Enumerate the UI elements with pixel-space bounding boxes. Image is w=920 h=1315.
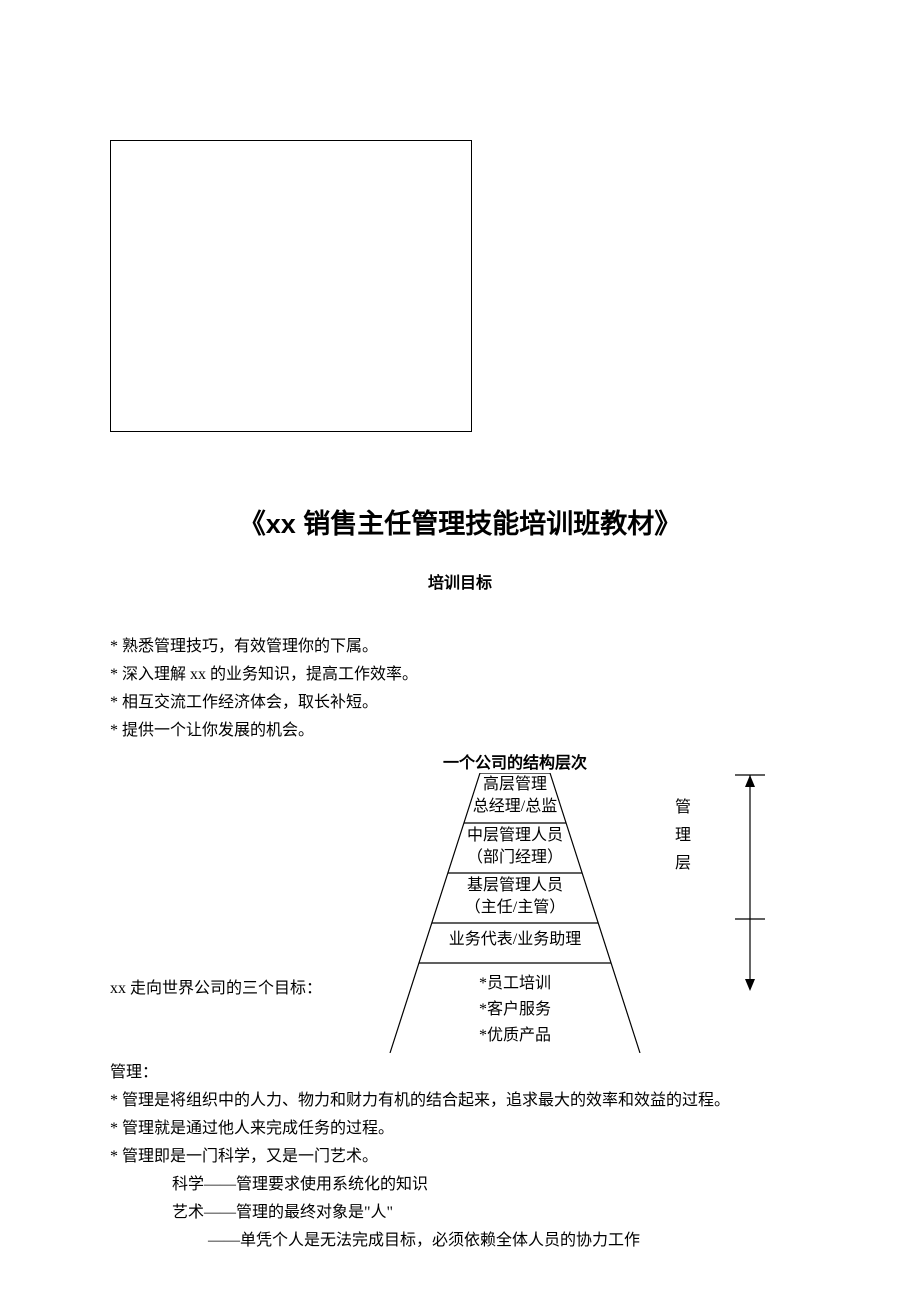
level-line: （主任/主管） bbox=[415, 897, 615, 919]
goal-item: * 深入理解 xx 的业务知识，提高工作效率。 bbox=[110, 661, 810, 689]
goal-item: * 提供一个让你发展的机会。 bbox=[110, 717, 810, 745]
org-structure-diagram: 一个公司的结构层次 高层管理 总经理/总监 中层管理人员 （部门经理） 基层管理… bbox=[110, 749, 810, 1049]
pyramid-base-items: *员工培训 *客户服务 *优质产品 bbox=[415, 971, 615, 1049]
level-line: 中层管理人员 bbox=[415, 825, 615, 847]
management-subline2: ——单凭个人是无法完成目标，必须依赖全体人员的协力工作 bbox=[110, 1227, 810, 1255]
level-line: 基层管理人员 bbox=[415, 875, 615, 897]
document-subtitle: 培训目标 bbox=[110, 569, 810, 593]
management-layer-label: 管 理 层 bbox=[675, 794, 691, 878]
mgmt-char: 层 bbox=[675, 850, 691, 878]
goal-item: * 熟悉管理技巧，有效管理你的下属。 bbox=[110, 633, 810, 661]
training-goals-list: * 熟悉管理技巧，有效管理你的下属。 * 深入理解 xx 的业务知识，提高工作效… bbox=[110, 633, 810, 745]
pyramid-level-4: 业务代表/业务助理 bbox=[415, 929, 615, 951]
level-line: 业务代表/业务助理 bbox=[415, 929, 615, 951]
pyramid-level-3: 基层管理人员 （主任/主管） bbox=[415, 875, 615, 919]
level-line: （部门经理） bbox=[415, 847, 615, 869]
management-subline: 科学——管理要求使用系统化的知识 bbox=[110, 1171, 810, 1199]
management-section: 管理： * 管理是将组织中的人力、物力和财力有机的结合起来，追求最大的效率和效益… bbox=[110, 1059, 810, 1255]
level-line: 总经理/总监 bbox=[415, 796, 615, 818]
pyramid-level-2: 中层管理人员 （部门经理） bbox=[415, 825, 615, 869]
diagram-title: 一个公司的结构层次 bbox=[390, 749, 640, 773]
base-item: *员工培训 bbox=[415, 971, 615, 997]
pyramid-level-1: 高层管理 总经理/总监 bbox=[415, 774, 615, 818]
base-item: *优质产品 bbox=[415, 1023, 615, 1049]
management-line: * 管理即是一门科学，又是一门艺术。 bbox=[110, 1143, 810, 1171]
management-line: * 管理就是通过他人来完成任务的过程。 bbox=[110, 1115, 810, 1143]
mgmt-char: 管 bbox=[675, 794, 691, 822]
management-line: * 管理是将组织中的人力、物力和财力有机的结合起来，追求最大的效率和效益的过程。 bbox=[110, 1087, 810, 1115]
management-heading: 管理： bbox=[110, 1059, 810, 1087]
base-item: *客户服务 bbox=[415, 997, 615, 1023]
placeholder-box bbox=[110, 140, 472, 432]
three-goals-label: xx 走向世界公司的三个目标： bbox=[110, 974, 322, 998]
mgmt-char: 理 bbox=[675, 822, 691, 850]
range-arrows bbox=[730, 769, 770, 999]
goal-item: * 相互交流工作经济体会，取长补短。 bbox=[110, 689, 810, 717]
document-title: 《xx 销售主任管理技能培训班教材》 bbox=[110, 502, 810, 541]
management-subline: 艺术——管理的最终对象是"人" bbox=[110, 1199, 810, 1227]
level-line: 高层管理 bbox=[415, 774, 615, 796]
